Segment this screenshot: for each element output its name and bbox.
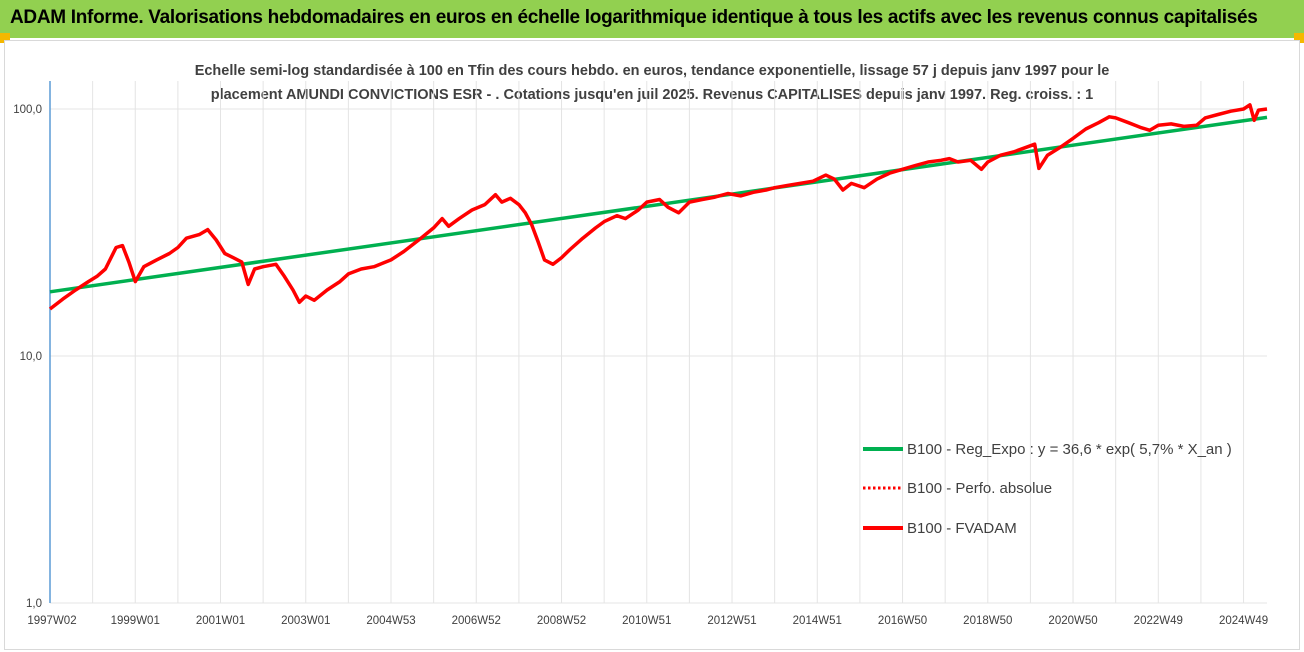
header-banner: ADAM Informe. Valorisations hebdomadaire… bbox=[0, 0, 1304, 38]
x-tick-label: 2006W52 bbox=[452, 615, 501, 627]
x-tick-label: 2003W01 bbox=[281, 615, 330, 627]
legend-label: B100 - Perfo. absolue bbox=[907, 480, 1052, 497]
x-tick-label: 2010W51 bbox=[622, 615, 671, 627]
x-tick-label: 2004W53 bbox=[366, 615, 415, 627]
x-tick-label: 2018W50 bbox=[963, 615, 1012, 627]
x-tick-label: 2016W50 bbox=[878, 615, 927, 627]
x-tick-label: 2001W01 bbox=[196, 615, 245, 627]
legend-label: B100 - FVADAM bbox=[907, 520, 1017, 537]
vertical-gridlines bbox=[92, 81, 1245, 603]
x-tick-labels: 1997W02 1999W01 2001W01 2003W01 2004W53 2006W… bbox=[27, 615, 1268, 627]
chart-frame: Echelle semi-log standardisée à 100 en T… bbox=[4, 40, 1300, 650]
x-tick-label: 2024W49 bbox=[1219, 615, 1268, 627]
corner-accent-right bbox=[1294, 33, 1304, 43]
legend: B100 - Reg_Expo : y = 36,6 * exp( 5,7% *… bbox=[863, 441, 1232, 537]
y-tick-label: 1,0 bbox=[26, 598, 42, 610]
horizontal-gridlines bbox=[50, 108, 1267, 604]
chart: Echelle semi-log standardisée à 100 en T… bbox=[13, 63, 1268, 627]
x-tick-label: 2014W51 bbox=[793, 615, 842, 627]
series-line-fvadam bbox=[48, 103, 1268, 311]
x-tick-label: 2020W50 bbox=[1048, 615, 1097, 627]
legend-label: B100 - Reg_Expo : y = 36,6 * exp( 5,7% *… bbox=[907, 441, 1232, 458]
chart-subtitle-line-1: Echelle semi-log standardisée à 100 en T… bbox=[195, 63, 1110, 79]
series-layer bbox=[48, 103, 1268, 311]
y-tick-label: 10,0 bbox=[20, 351, 42, 363]
series-line-trend bbox=[49, 115, 1268, 294]
x-tick-label: 2008W52 bbox=[537, 615, 586, 627]
x-tick-label: 1999W01 bbox=[111, 615, 160, 627]
chart-subtitle-line-2: placement AMUNDI CONVICTIONS ESR - . Cot… bbox=[211, 87, 1094, 103]
y-tick-labels: 1,0 10,0 100,0 bbox=[13, 104, 42, 610]
x-tick-label: 2022W49 bbox=[1134, 615, 1183, 627]
y-tick-label: 100,0 bbox=[13, 104, 42, 116]
page-title: ADAM Informe. Valorisations hebdomadaire… bbox=[10, 7, 1258, 28]
corner-accent-left bbox=[0, 33, 10, 43]
x-tick-label: 2012W51 bbox=[707, 615, 756, 627]
x-tick-label: 1997W02 bbox=[27, 615, 76, 627]
